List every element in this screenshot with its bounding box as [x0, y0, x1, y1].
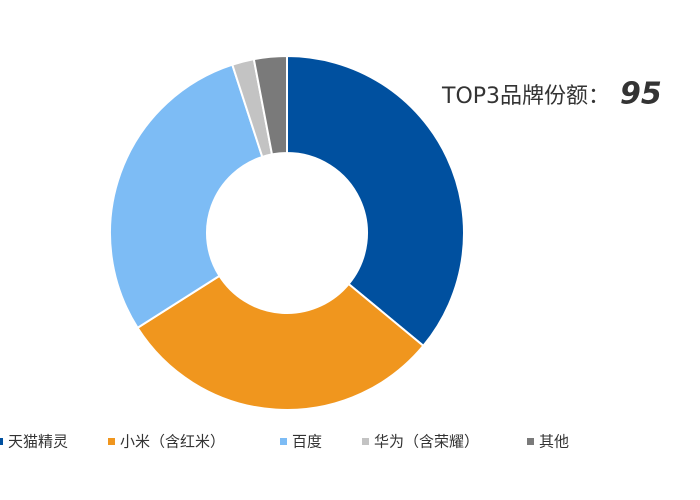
legend-marker	[362, 438, 369, 445]
legend-label: 华为（含荣耀）	[374, 433, 479, 451]
legend-label: 小米（含红米）	[120, 433, 225, 451]
highlight-value: 95	[620, 77, 662, 112]
donut-segment	[109, 63, 264, 330]
legend-marker	[0, 438, 3, 445]
legend-marker	[527, 438, 534, 445]
legend-marker	[280, 438, 287, 445]
donut-segment	[252, 54, 288, 156]
legend-label: 天猫精灵	[8, 433, 68, 451]
chart-title: TOP3品牌份额：	[441, 84, 610, 109]
donut-segment	[286, 54, 465, 348]
legend-label: 百度	[292, 433, 322, 451]
donut-segment	[136, 274, 425, 411]
legend-marker	[108, 438, 115, 445]
legend-label: 其他	[539, 433, 569, 451]
